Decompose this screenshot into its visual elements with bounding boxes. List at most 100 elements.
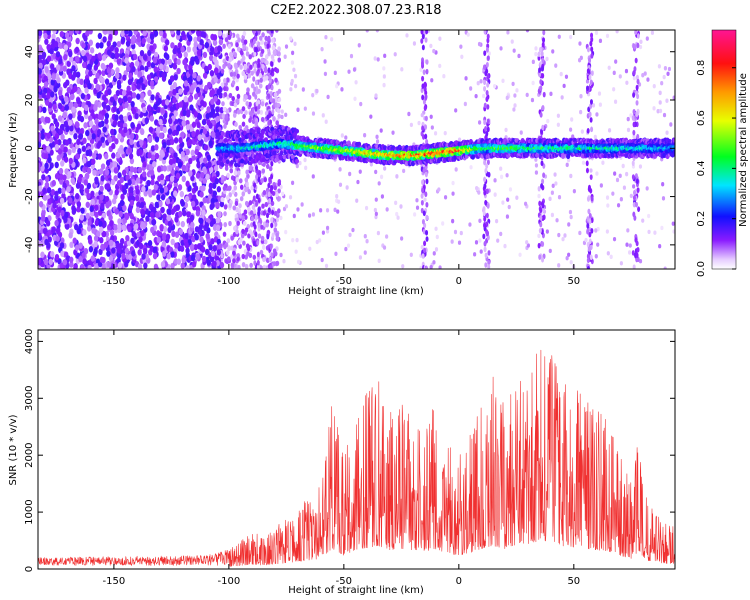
spectrogram-cell <box>425 201 429 208</box>
spectrogram-cell <box>206 154 212 162</box>
spectrogram-cell <box>127 225 132 233</box>
spectrogram-cell <box>38 141 42 148</box>
spectrogram-cell <box>41 144 47 151</box>
spectrogram-cell <box>159 173 165 181</box>
spectrogram-cell <box>160 194 166 201</box>
spectrogram-cell <box>541 105 545 111</box>
spectrogram-cell <box>123 126 128 134</box>
spectrogram-cell <box>510 39 514 44</box>
spectrogram-cell <box>165 233 171 241</box>
spectrogram-cell <box>84 104 89 112</box>
spectrogram-cell <box>60 143 65 151</box>
spectrogram-cell <box>483 189 487 196</box>
spectrogram-cell <box>376 57 380 62</box>
spectrogram-cell <box>134 60 140 67</box>
spectrogram-cell <box>242 220 247 226</box>
spectrogram-cell <box>557 263 561 268</box>
spectrogram-cell <box>324 263 329 269</box>
spectrogram-cell <box>563 233 567 238</box>
spectrogram-cell <box>383 166 387 171</box>
spectrogram-cell <box>337 199 341 204</box>
spectrogram-cell <box>263 67 268 74</box>
spectrogram-cell <box>555 218 559 223</box>
spectrogram-cell <box>334 251 338 256</box>
spectrogram-cell <box>156 166 162 173</box>
spectrogram-cell <box>80 207 85 214</box>
spectrogram-cell <box>146 55 152 62</box>
spectrogram-cell <box>226 238 231 244</box>
spectrogram-cell <box>479 79 483 84</box>
spectrogram-cell <box>51 113 56 120</box>
spectrogram-cell <box>130 100 135 108</box>
spectrogram-cell <box>47 198 52 205</box>
spectrogram-cell <box>147 49 152 57</box>
spectrogram-cell <box>44 167 49 174</box>
spectrogram-cell <box>153 66 158 73</box>
spectrogram-cell <box>41 174 46 181</box>
spectrogram-cell <box>660 81 664 86</box>
spectrogram-cell <box>142 54 148 61</box>
spectrogram-cell <box>658 90 662 96</box>
spectrogram-cell <box>256 70 260 77</box>
spectrogram-cell <box>98 168 104 175</box>
spectrogram-cell <box>260 57 265 63</box>
spectrogram-cell <box>68 30 74 36</box>
spectrogram-cell <box>44 116 49 123</box>
spectrogram-cell <box>176 124 181 132</box>
spectrogram-cell <box>85 30 90 37</box>
spectrogram-cell <box>43 32 48 40</box>
spectrogram-cell <box>486 55 490 61</box>
spectrogram-cell <box>353 96 357 101</box>
spectrogram-cell <box>415 205 420 210</box>
spectrogram-cell <box>59 197 65 205</box>
spectrogram-cell <box>639 39 643 44</box>
spectrogram-cell <box>140 92 145 99</box>
spectrogram-cell <box>182 109 187 117</box>
spectrogram-cell <box>109 229 115 237</box>
spectrogram-cell <box>102 36 107 43</box>
spectrogram-cell <box>100 243 105 251</box>
spectrogram-cell <box>432 260 436 265</box>
spectrogram-cell <box>618 173 622 179</box>
spectrogram-cell <box>164 99 170 106</box>
spectrogram-cell <box>87 63 92 70</box>
spectrogram-cell <box>636 42 640 49</box>
spectrogram-cell <box>63 54 68 61</box>
spectrogram-cell <box>109 96 115 103</box>
spectrogram-cell <box>636 133 640 140</box>
spectrogram-cell <box>74 244 80 251</box>
spectrogram-cell <box>173 152 178 159</box>
spectrogram-cell <box>52 30 57 35</box>
spectrogram-cell <box>356 179 360 185</box>
spectrogram-cell <box>182 104 187 111</box>
spectrogram-cell <box>177 161 183 168</box>
spectrogram-cell <box>425 214 429 221</box>
spectrogram-cell <box>88 70 93 77</box>
spectrogram-cell <box>140 221 145 228</box>
spectrogram-cell <box>46 44 51 51</box>
spectrogram-cell <box>241 253 246 260</box>
spectrogram-cell <box>235 85 240 92</box>
spectrogram-cell <box>68 113 73 120</box>
spectrogram-cell <box>270 61 274 67</box>
spectrogram-cell <box>485 212 489 219</box>
spectrogram-cell <box>199 39 204 46</box>
spectrogram-cell <box>402 168 406 174</box>
spectrogram-cell <box>192 81 197 89</box>
spectrogram-cell <box>249 210 254 216</box>
spectrogram-cell <box>627 250 632 255</box>
spectrogram-cell <box>122 89 127 96</box>
spectrogram-cell <box>38 257 42 265</box>
spectrogram-cell <box>499 46 503 51</box>
spectrogram-cell <box>93 77 98 85</box>
spectrogram-cell <box>580 129 584 134</box>
spectrogram-cell <box>548 196 552 202</box>
spectrogram-cell <box>218 243 223 250</box>
spectrogram-cell <box>282 258 286 264</box>
spectrogram-cell <box>267 67 271 73</box>
spectrogram-cell <box>324 35 328 40</box>
spectrogram-cell <box>565 162 569 168</box>
spectrogram-cell <box>121 252 126 260</box>
spectrogram-cell <box>429 114 433 119</box>
spectrogram-cell <box>208 139 213 147</box>
